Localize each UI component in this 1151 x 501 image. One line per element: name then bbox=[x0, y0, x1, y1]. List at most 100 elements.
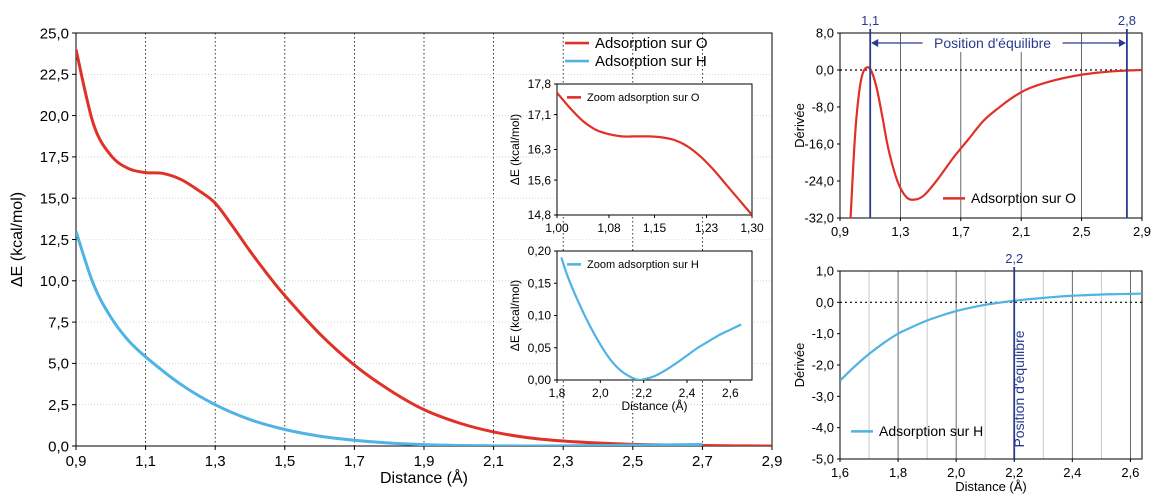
x-tick-label: 2,9 bbox=[762, 453, 783, 470]
equilibrium-annotation: Position d'équilibre bbox=[934, 35, 1051, 51]
x-tick-label: 1,7 bbox=[344, 453, 365, 470]
series-line bbox=[557, 92, 752, 215]
y-tick-label: 0,00 bbox=[528, 373, 552, 387]
x-tick-label: 2,1 bbox=[1012, 224, 1030, 239]
x-tick-label: 2,6 bbox=[1121, 465, 1139, 480]
y-tick-label: 1,0 bbox=[816, 264, 834, 279]
x-tick-label: 1,23 bbox=[695, 221, 719, 235]
series-line bbox=[560, 257, 742, 380]
x-tick-label: 1,7 bbox=[952, 224, 970, 239]
x-tick-label: 2,4 bbox=[679, 386, 696, 400]
y-tick-label: -2,0 bbox=[812, 358, 834, 373]
x-tick-label: 2,3 bbox=[553, 453, 574, 470]
y-tick-label: 0,20 bbox=[528, 244, 552, 258]
y-tick-label: -32,0 bbox=[804, 211, 834, 226]
marker-label: 1,1 bbox=[861, 13, 879, 28]
y-tick-label: 0,0 bbox=[816, 295, 834, 310]
legend-label: Zoom adsorption sur O bbox=[587, 92, 700, 104]
x-tick-label: 0,9 bbox=[831, 224, 849, 239]
series-line bbox=[76, 230, 703, 446]
series-line bbox=[840, 292, 1142, 382]
x-tick-label: 2,5 bbox=[622, 453, 643, 470]
y-tick-label: 25,0 bbox=[40, 25, 69, 42]
chart-zoom_H: 1,8 2,0 2,2 2,4 2,6 0,00 0,05 0,10 0,15 0,20 Dista… bbox=[508, 244, 753, 413]
chart-deriv_H: 1,6 1,8 2,0 2,2 2,4 2,6 -5,0 -4,0 -3,0 -2,0 -1,0 0,… bbox=[792, 251, 1143, 494]
x-axis-label: Distance (Å) bbox=[621, 398, 687, 413]
y-tick-label: 0,0 bbox=[48, 438, 69, 455]
x-tick-label: 2,1 bbox=[483, 453, 504, 470]
x-axis-label: Distance (Å) bbox=[955, 479, 1027, 494]
x-tick-label: 1,00 bbox=[545, 221, 569, 235]
y-axis-label: ΔE (kcal/mol) bbox=[508, 280, 522, 351]
plot-area bbox=[840, 33, 1142, 218]
x-tick-label: 1,3 bbox=[205, 453, 226, 470]
x-axis-label: Distance (Å) bbox=[380, 468, 468, 487]
y-tick-label: 17,5 bbox=[40, 149, 69, 166]
x-tick-label: 2,2 bbox=[635, 386, 652, 400]
x-tick-label: 2,6 bbox=[722, 386, 739, 400]
y-tick-label: 15,6 bbox=[528, 173, 552, 187]
y-tick-label: 0,05 bbox=[528, 341, 552, 355]
marker-label: 2,2 bbox=[1005, 251, 1023, 266]
y-axis-label: Dérivée bbox=[792, 343, 807, 388]
y-axis-label: ΔE (kcal/mol) bbox=[9, 192, 26, 287]
arrow-head-left bbox=[871, 39, 879, 47]
arrow-head-right bbox=[1118, 39, 1126, 47]
x-tick-label: 2,7 bbox=[692, 453, 713, 470]
y-tick-label: -1,0 bbox=[812, 326, 834, 341]
y-tick-label: -3,0 bbox=[812, 389, 834, 404]
y-tick-label: 17,8 bbox=[528, 77, 552, 91]
x-tick-label: 1,3 bbox=[891, 224, 909, 239]
chart-zoom_O: 1,00 1,08 1,15 1,23 1,30 14,8 15,6 16,3 17,1 17,8… bbox=[508, 77, 764, 235]
y-tick-label: 22,5 bbox=[40, 67, 69, 84]
y-tick-label: 16,3 bbox=[528, 143, 552, 157]
x-tick-label: 2,5 bbox=[1073, 224, 1091, 239]
y-tick-label: 0,15 bbox=[528, 276, 552, 290]
y-tick-label: 12,5 bbox=[40, 232, 69, 249]
y-tick-label: 17,1 bbox=[528, 108, 552, 122]
y-axis-label: Dérivée bbox=[792, 103, 807, 148]
y-axis-label: ΔE (kcal/mol) bbox=[508, 114, 522, 185]
x-tick-label: 1,8 bbox=[889, 465, 907, 480]
y-tick-label: 7,5 bbox=[48, 314, 69, 331]
y-tick-label: -8,0 bbox=[812, 100, 834, 115]
x-tick-label: 1,8 bbox=[549, 386, 566, 400]
legend-label: Adsorption sur H bbox=[595, 53, 707, 70]
y-tick-label: 15,0 bbox=[40, 190, 69, 207]
x-tick-label: 1,9 bbox=[414, 453, 435, 470]
x-tick-label: 1,6 bbox=[831, 465, 849, 480]
y-tick-label: 0,0 bbox=[816, 63, 834, 78]
y-tick-label: -24,0 bbox=[804, 174, 834, 189]
legend-label: Adsorption sur O bbox=[595, 35, 708, 52]
legend-label: Adsorption sur O bbox=[971, 190, 1076, 206]
x-tick-label: 2,4 bbox=[1063, 465, 1081, 480]
x-tick-label: 2,2 bbox=[1005, 465, 1023, 480]
x-tick-label: 1,30 bbox=[740, 221, 764, 235]
y-tick-label: 14,8 bbox=[528, 208, 552, 222]
y-tick-label: 2,5 bbox=[48, 397, 69, 414]
y-tick-label: 5,0 bbox=[48, 356, 69, 373]
plot-area bbox=[557, 84, 752, 215]
x-tick-label: 2,0 bbox=[947, 465, 965, 480]
y-tick-label: -4,0 bbox=[812, 420, 834, 435]
y-tick-label: -5,0 bbox=[812, 452, 834, 467]
y-tick-label: 8,0 bbox=[816, 26, 834, 41]
x-tick-label: 1,1 bbox=[135, 453, 156, 470]
plot-area bbox=[557, 251, 752, 380]
y-tick-label: 10,0 bbox=[40, 273, 69, 290]
x-tick-label: 1,5 bbox=[274, 453, 295, 470]
y-tick-label: -16,0 bbox=[804, 137, 834, 152]
legend-label: Zoom adsorption sur H bbox=[587, 259, 699, 271]
x-tick-label: 2,9 bbox=[1133, 224, 1151, 239]
x-tick-label: 2,0 bbox=[592, 386, 609, 400]
marker-label: 2,8 bbox=[1118, 13, 1136, 28]
series-line bbox=[849, 66, 1142, 218]
x-tick-label: 1,15 bbox=[643, 221, 667, 235]
equilibrium-annotation: Position d'équilibre bbox=[1011, 330, 1027, 447]
axes-frame bbox=[839, 32, 1143, 219]
x-tick-label: 0,9 bbox=[66, 453, 87, 470]
y-tick-label: 20,0 bbox=[40, 108, 69, 125]
legend-label: Adsorption sur H bbox=[879, 423, 983, 439]
chart-deriv_O: 0,9 1,3 1,7 2,1 2,5 2,9 -32,0 -24,0 -16,0 -8,0 0,0… bbox=[792, 13, 1151, 239]
